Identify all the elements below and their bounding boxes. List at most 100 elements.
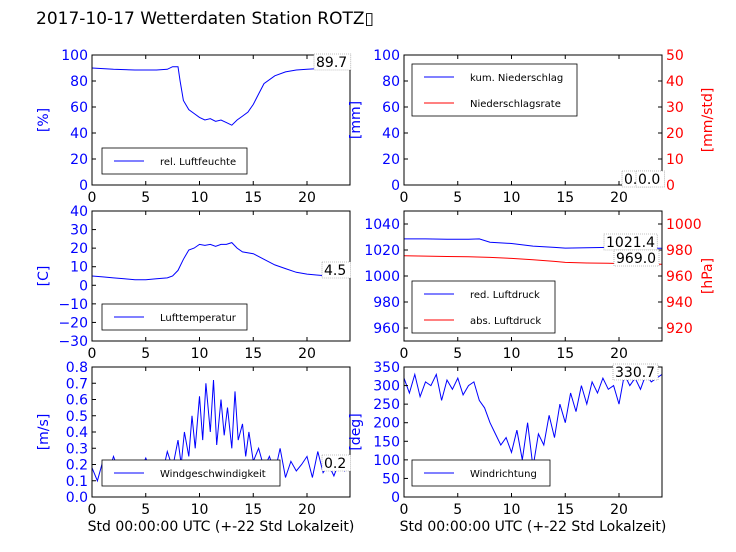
x-tick-label: 5 <box>453 190 462 206</box>
y-tick-label: −20 <box>58 315 88 331</box>
panel-temperature: 0 5 10 15 20 −30 −20 −10 0 10 20 30 40 [C] Lufttempera… <box>36 204 351 362</box>
plot-frame <box>91 54 351 186</box>
x-tick-label: 0 <box>88 190 97 206</box>
last-value-right-label-box <box>635 170 665 188</box>
x-tick-label: 0 <box>88 346 97 362</box>
y-axis-label: [deg] <box>348 413 364 450</box>
y-tick-label: 50 <box>382 471 400 487</box>
x-tick-label: 20 <box>610 502 628 518</box>
x-tick-label: 20 <box>298 190 316 206</box>
y-right-tick-label: 0 <box>666 178 675 194</box>
y-tick-label: 100 <box>373 48 400 64</box>
y-tick-label: −10 <box>58 297 88 313</box>
y-tick-label: 20 <box>382 152 400 168</box>
panel-wind_speed: 0 5 10 15 200.00.10.20.30.40.50.60.70.8[m/s]… <box>36 360 354 535</box>
y-tick-label: 0 <box>79 178 88 194</box>
x-tick-label: 0 <box>400 502 409 518</box>
y-right-axis-label: [mm/std] <box>700 88 716 153</box>
y-tick-label: 30 <box>70 223 88 239</box>
y-right-tick-label: 10 <box>666 152 684 168</box>
figure-title: 2017-10-17 Wetterdaten Station ROTZ▯ <box>36 9 374 29</box>
x-tick-label: 10 <box>191 346 209 362</box>
y-tick-label: 0 <box>79 278 88 294</box>
y-tick-label: 40 <box>382 126 400 142</box>
y-right-tick-label: 20 <box>666 126 684 142</box>
last-value-label: 0.2 <box>324 456 346 472</box>
y-tick-label: 80 <box>70 74 88 90</box>
last-value-right-label: 969.0 <box>616 251 656 267</box>
y-tick-label: 350 <box>373 360 400 376</box>
x-tick-label: 15 <box>556 346 574 362</box>
x-tick-label: 15 <box>556 190 574 206</box>
x-axis-label: Std 00:00:00 UTC (+-22 Std Lokalzeit) <box>88 519 355 535</box>
y-right-tick-label: 980 <box>666 243 693 259</box>
y-tick-label: 250 <box>373 397 400 413</box>
y-tick-label: 0.0 <box>66 490 88 506</box>
x-tick-label: 5 <box>453 346 462 362</box>
y-axis-label: [m/s] <box>36 414 52 451</box>
y-tick-label: 40 <box>70 204 88 220</box>
x-tick-label: 0 <box>88 502 97 518</box>
y-tick-label: 960 <box>373 321 400 337</box>
y-tick-label: 100 <box>373 453 400 469</box>
y-tick-label: 0.8 <box>66 360 88 376</box>
y-tick-label: 40 <box>70 126 88 142</box>
last-value-label: 330.7 <box>615 365 655 381</box>
x-tick-label: 5 <box>453 502 462 518</box>
x-tick-label: 10 <box>503 190 521 206</box>
y-tick-label: 60 <box>382 100 400 116</box>
x-tick-label: 10 <box>503 502 521 518</box>
y-tick-label: 0.5 <box>66 409 88 425</box>
x-tick-label: 0 <box>400 346 409 362</box>
last-value-label: 4.5 <box>324 263 346 279</box>
last-value-label-box <box>313 53 352 71</box>
y-tick-label: 0.4 <box>66 425 88 441</box>
legend-label: Lufttemperatur <box>160 313 237 324</box>
x-tick-label: 15 <box>556 502 574 518</box>
y-tick-label: 1040 <box>364 217 400 233</box>
panel-precipitation: 0 5 10 15 20 0 20 40 60 80 100 0 10 20 30 40 50 [mm] [mm/s… <box>348 48 716 206</box>
legend-label: abs. Luftdruck <box>470 316 541 327</box>
y-tick-label: 0.3 <box>66 441 88 457</box>
y-right-tick-label: 920 <box>666 321 693 337</box>
legend-label: Windrichtung <box>470 469 537 480</box>
y-right-tick-label: 50 <box>666 48 684 64</box>
last-value-label-box <box>612 363 659 381</box>
x-tick-label: 20 <box>298 502 316 518</box>
y-right-axis-label: [hPa] <box>700 258 716 294</box>
y-right-tick-label: 30 <box>666 100 684 116</box>
y-tick-label: 20 <box>70 241 88 257</box>
x-tick-label: 20 <box>610 190 628 206</box>
last-value-label-box <box>603 233 658 251</box>
last-value-label-box <box>321 454 351 472</box>
legend-label: Niederschlagsrate <box>470 99 561 110</box>
y-tick-label: 200 <box>373 416 400 432</box>
x-tick-label: 15 <box>244 502 262 518</box>
x-axis-label: Std 00:00:00 UTC (+-22 Std Lokalzeit) <box>400 519 667 535</box>
last-value-right-label: 0.0 <box>638 172 660 188</box>
x-tick-label: 5 <box>141 346 150 362</box>
y-right-tick-label: 940 <box>666 295 693 311</box>
y-right-tick-label: 1000 <box>666 217 702 233</box>
legend-label: rel. Luftfeuchte <box>160 157 236 168</box>
y-tick-label: 60 <box>70 100 88 116</box>
legend-label: kum. Niederschlag <box>470 73 563 84</box>
series-line-rel-luftfeuchte <box>92 66 350 126</box>
series-line-windrichtung <box>404 372 662 468</box>
y-tick-label: 100 <box>61 48 88 64</box>
y-tick-label: 0.6 <box>66 393 88 409</box>
panel-pressure: 0 5 10 15 20 960 980 1000 1020 1040 920 940 960 980 10… <box>364 210 716 362</box>
x-tick-label: 15 <box>244 346 262 362</box>
y-tick-label: 0 <box>391 490 400 506</box>
y-right-tick-label: 40 <box>666 74 684 90</box>
x-tick-label: 10 <box>503 346 521 362</box>
last-value-right-label-box <box>613 249 660 267</box>
y-tick-label: 0.2 <box>66 458 88 474</box>
x-tick-label: 15 <box>244 190 262 206</box>
y-right-tick-label: 960 <box>666 269 693 285</box>
y-tick-label: −30 <box>58 334 88 350</box>
x-tick-label: 5 <box>141 502 150 518</box>
y-tick-label: 10 <box>70 260 88 276</box>
x-tick-label: 0 <box>400 190 409 206</box>
